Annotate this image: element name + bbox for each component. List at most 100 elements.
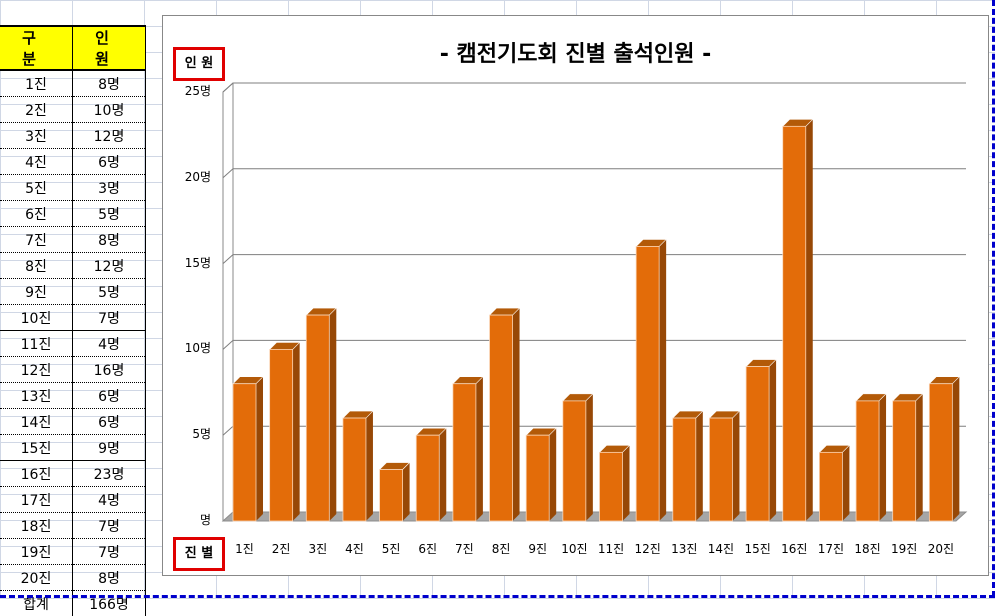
cell-group[interactable]: 구 분 bbox=[0, 26, 73, 70]
x-tick-label: 6진 bbox=[408, 540, 448, 557]
bar bbox=[673, 418, 696, 521]
bar-side bbox=[696, 411, 703, 521]
cell-group[interactable]: 17진 bbox=[0, 487, 73, 513]
cell-group[interactable]: 15진 bbox=[0, 435, 73, 461]
cell-count[interactable]: 3명 bbox=[73, 175, 146, 201]
cell-group[interactable]: 1진 bbox=[0, 70, 73, 97]
cell-count[interactable]: 인 원 bbox=[73, 26, 146, 70]
cell-count[interactable]: 5명 bbox=[73, 201, 146, 227]
cell-count[interactable]: 4명 bbox=[73, 331, 146, 357]
x-tick-label: 4진 bbox=[334, 540, 374, 557]
bar bbox=[343, 418, 366, 521]
cell-group[interactable]: 5진 bbox=[0, 175, 73, 201]
bar bbox=[490, 315, 513, 521]
bar bbox=[416, 435, 439, 521]
cell-group[interactable]: 10진 bbox=[0, 305, 73, 331]
x-tick-label: 3진 bbox=[298, 540, 338, 557]
cell-count[interactable]: 8명 bbox=[73, 70, 146, 97]
bar-side bbox=[916, 394, 923, 521]
cell-count[interactable]: 16명 bbox=[73, 357, 146, 383]
bar-side bbox=[439, 428, 446, 521]
x-tick-label: 8진 bbox=[481, 540, 521, 557]
cell-count[interactable]: 5명 bbox=[73, 279, 146, 305]
cell-group[interactable]: 7진 bbox=[0, 227, 73, 253]
cell-count[interactable]: 4명 bbox=[73, 487, 146, 513]
cell-count[interactable]: 12명 bbox=[73, 253, 146, 279]
cell-group[interactable]: 13진 bbox=[0, 383, 73, 409]
bar bbox=[453, 384, 476, 521]
cell-group[interactable]: 16진 bbox=[0, 461, 73, 487]
x-tick-label: 17진 bbox=[811, 540, 851, 557]
x-tick-label: 14진 bbox=[701, 540, 741, 557]
cell-group[interactable]: 19진 bbox=[0, 539, 73, 565]
x-tick-label: 9진 bbox=[518, 540, 558, 557]
cell-count[interactable]: 12명 bbox=[73, 123, 146, 149]
cell-group[interactable]: 9진 bbox=[0, 279, 73, 305]
bar-side bbox=[806, 119, 813, 521]
cell-count[interactable]: 6명 bbox=[73, 409, 146, 435]
bar-side bbox=[476, 377, 483, 521]
cell-group[interactable]: 8진 bbox=[0, 253, 73, 279]
cell-count[interactable]: 6명 bbox=[73, 383, 146, 409]
cell-group[interactable]: 11진 bbox=[0, 331, 73, 357]
bar bbox=[783, 126, 806, 521]
cell-group[interactable]: 20진 bbox=[0, 565, 73, 591]
cell-group[interactable]: 4진 bbox=[0, 149, 73, 175]
cell-count[interactable]: 9명 bbox=[73, 435, 146, 461]
bar-side bbox=[513, 308, 520, 521]
bar-side bbox=[549, 428, 556, 521]
x-tick-label: 10진 bbox=[554, 540, 594, 557]
cell-count[interactable]: 7명 bbox=[73, 305, 146, 331]
bar bbox=[929, 384, 952, 521]
cell-group[interactable]: 14진 bbox=[0, 409, 73, 435]
y-tick-label: 10명 bbox=[171, 339, 211, 356]
cell-count[interactable]: 7명 bbox=[73, 513, 146, 539]
cell-count[interactable]: 10명 bbox=[73, 97, 146, 123]
cell-count[interactable]: 8명 bbox=[73, 227, 146, 253]
bar bbox=[893, 401, 916, 521]
cell-count[interactable]: 7명 bbox=[73, 539, 146, 565]
cell-count[interactable]: 6명 bbox=[73, 149, 146, 175]
x-tick-label: 20진 bbox=[921, 540, 961, 557]
bar-side bbox=[293, 342, 300, 521]
bar-side bbox=[732, 411, 739, 521]
cell-group[interactable]: 12진 bbox=[0, 357, 73, 383]
y-tick-label: 명 bbox=[171, 511, 211, 528]
bar bbox=[306, 315, 329, 521]
x-tick-label: 2진 bbox=[261, 540, 301, 557]
gridline bbox=[223, 255, 966, 264]
cell-group[interactable]: 6진 bbox=[0, 201, 73, 227]
bar bbox=[563, 401, 586, 521]
cell-group[interactable]: 18진 bbox=[0, 513, 73, 539]
bar bbox=[746, 367, 769, 521]
x-tick-label: 1진 bbox=[225, 540, 265, 557]
cell-count[interactable]: 8명 bbox=[73, 565, 146, 591]
bar bbox=[526, 435, 549, 521]
bar-side bbox=[623, 445, 630, 521]
x-tick-label: 7진 bbox=[444, 540, 484, 557]
cell-group[interactable]: 3진 bbox=[0, 123, 73, 149]
gridline bbox=[223, 169, 966, 178]
cell-count[interactable]: 23명 bbox=[73, 461, 146, 487]
x-tick-label: 11진 bbox=[591, 540, 631, 557]
cell-group[interactable]: 2진 bbox=[0, 97, 73, 123]
